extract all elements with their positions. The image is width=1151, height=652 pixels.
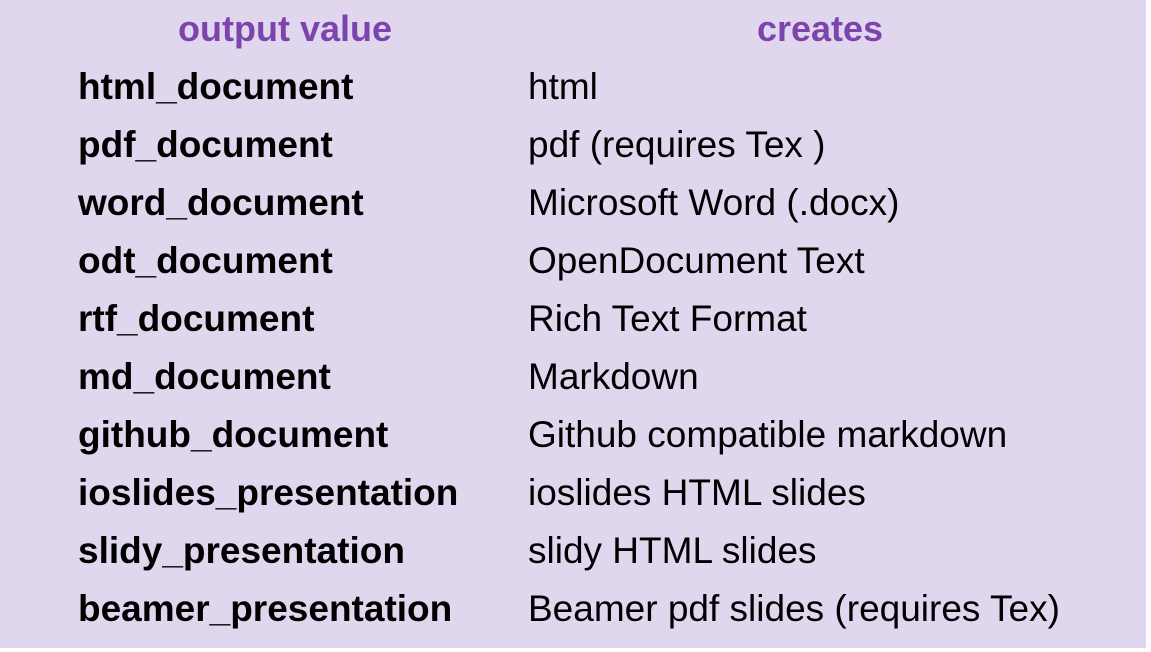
table-row: word_document Microsoft Word (.docx) (60, 174, 1130, 232)
column-header-creates: creates (756, 8, 884, 49)
creates-cell: Microsoft Word (.docx) (528, 182, 900, 223)
output-value-cell: github_document (78, 414, 389, 455)
creates-cell: OpenDocument Text (528, 240, 865, 281)
output-value-cell: slidy_presentation (78, 530, 405, 571)
output-value-cell: pdf_document (78, 124, 333, 165)
creates-cell: Github compatible markdown (528, 414, 1008, 455)
output-formats-table: output value creates html_document html … (60, 0, 1130, 638)
output-value-cell: word_document (78, 182, 364, 223)
output-value-cell: ioslides_presentation (78, 472, 459, 513)
table-row: odt_document OpenDocument Text (60, 232, 1130, 290)
table-row: html_document html (60, 58, 1130, 116)
creates-cell: ioslides HTML slides (528, 472, 866, 513)
table-header-row: output value creates (60, 0, 1130, 58)
creates-cell: pdf (requires Tex ) (528, 124, 826, 165)
table-row: github_document Github compatible markdo… (60, 406, 1130, 464)
table-row: md_document Markdown (60, 348, 1130, 406)
output-value-cell: beamer_presentation (78, 588, 453, 629)
output-value-cell: rtf_document (78, 298, 315, 339)
table-row: slidy_presentation slidy HTML slides (60, 522, 1130, 580)
creates-cell: html (528, 66, 598, 107)
output-value-cell: html_document (78, 66, 354, 107)
table-row: rtf_document Rich Text Format (60, 290, 1130, 348)
table-row: ioslides_presentation ioslides HTML slid… (60, 464, 1130, 522)
creates-cell: Beamer pdf slides (requires Tex) (528, 588, 1060, 629)
table-row: pdf_document pdf (requires Tex ) (60, 116, 1130, 174)
output-value-cell: odt_document (78, 240, 333, 281)
creates-cell: Rich Text Format (528, 298, 807, 339)
output-value-cell: md_document (78, 356, 331, 397)
table-row: beamer_presentation Beamer pdf slides (r… (60, 580, 1130, 638)
creates-cell: Markdown (528, 356, 699, 397)
creates-cell: slidy HTML slides (528, 530, 817, 571)
column-header-output-value: output value (178, 8, 392, 49)
